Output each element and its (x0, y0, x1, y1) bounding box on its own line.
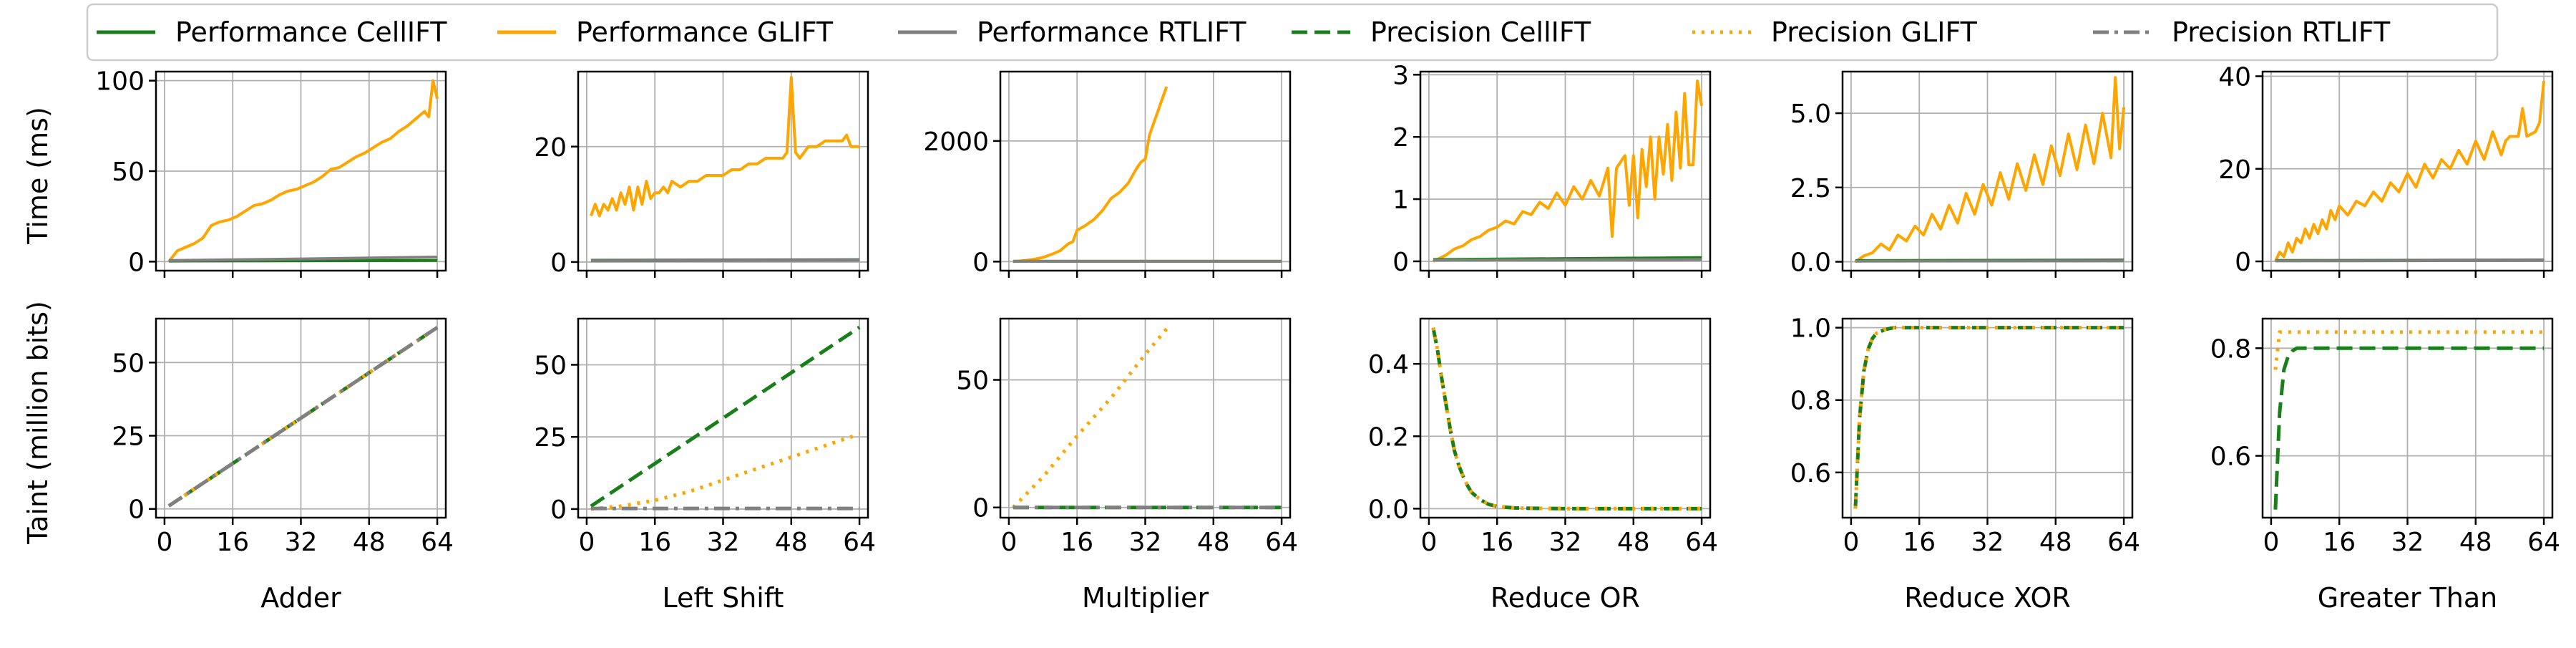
x-axis-label: Left Shift (663, 582, 784, 614)
x-tick-label: 0 (1420, 528, 1437, 557)
x-axis-label: Adder (260, 582, 341, 614)
x-tick-label: 16 (638, 528, 671, 557)
x-tick-label: 48 (775, 528, 808, 557)
x-tick-label: 48 (353, 528, 386, 557)
y-tick-label: 0.8 (2210, 334, 2251, 364)
x-tick-label: 48 (2039, 528, 2072, 557)
y-tick-label: 0.0 (1790, 248, 1831, 278)
series-line (1433, 259, 1702, 260)
x-tick-label: 48 (2459, 528, 2492, 557)
y-tick-label: 0 (1392, 248, 1409, 277)
x-tick-label: 16 (1060, 528, 1093, 557)
y-tick-label: 0.6 (1790, 459, 1831, 488)
y-tick-label: 0 (972, 248, 989, 277)
x-tick-label: 0 (1843, 528, 1859, 557)
x-tick-label: 64 (843, 528, 876, 557)
x-tick-label: 0 (1000, 528, 1017, 557)
y-tick-label: 25 (534, 423, 567, 453)
y-tick-label: 0.0 (1368, 495, 1409, 524)
x-tick-label: 64 (2107, 528, 2140, 557)
y-tick-label: 40 (2218, 62, 2251, 92)
x-tick-label: 32 (1129, 528, 1162, 557)
y-tick-label: 0 (550, 495, 567, 525)
x-axis-label: Reduce XOR (1904, 582, 2071, 614)
y-tick-label: 20 (2218, 155, 2251, 185)
row-label-taint: Taint (million bits) (22, 301, 54, 545)
x-tick-label: 64 (421, 528, 454, 557)
y-tick-label: 50 (112, 158, 145, 187)
x-tick-label: 32 (1549, 528, 1582, 557)
x-axis-label: Multiplier (1082, 582, 1209, 614)
y-tick-label: 0 (550, 248, 567, 278)
x-tick-label: 32 (2391, 528, 2424, 557)
y-tick-label: 50 (112, 349, 145, 378)
y-tick-label: 2.5 (1790, 174, 1831, 203)
x-tick-label: 32 (707, 528, 740, 557)
y-tick-label: 0 (128, 495, 145, 525)
y-tick-label: 100 (95, 67, 145, 97)
x-tick-label: 32 (1971, 528, 2004, 557)
legend-label: Performance GLIFT (576, 16, 834, 48)
x-axis-label: Reduce OR (1491, 582, 1640, 614)
y-tick-label: 1 (1392, 185, 1409, 215)
x-tick-label: 0 (156, 528, 172, 557)
y-tick-label: 50 (956, 367, 989, 396)
y-tick-label: 50 (534, 351, 567, 380)
y-tick-label: 20 (534, 133, 567, 163)
y-tick-label: 5.0 (1790, 100, 1831, 129)
x-tick-label: 16 (2323, 528, 2356, 557)
y-tick-label: 0 (128, 248, 145, 277)
y-tick-label: 0 (2235, 248, 2251, 277)
y-tick-label: 3 (1392, 61, 1409, 90)
x-tick-label: 16 (1480, 528, 1513, 557)
legend-label: Precision GLIFT (1771, 16, 1978, 48)
legend-label: Performance RTLIFT (977, 16, 1246, 48)
legend-label: Precision RTLIFT (2172, 16, 2391, 48)
x-tick-label: 48 (1197, 528, 1230, 557)
x-tick-label: 64 (1265, 528, 1298, 557)
y-tick-label: 0.8 (1790, 387, 1831, 416)
y-tick-label: 2 (1392, 123, 1409, 153)
y-tick-label: 1.0 (1790, 314, 1831, 344)
y-tick-label: 0.2 (1368, 422, 1409, 452)
row-label-time: Time (ms) (22, 107, 54, 245)
y-tick-label: 0 (972, 494, 989, 523)
x-tick-label: 64 (2527, 528, 2560, 557)
y-tick-label: 0.4 (1368, 350, 1409, 379)
x-tick-label: 64 (1685, 528, 1718, 557)
x-tick-label: 0 (578, 528, 595, 557)
x-tick-label: 0 (2263, 528, 2279, 557)
x-tick-label: 16 (216, 528, 249, 557)
x-tick-label: 32 (285, 528, 318, 557)
x-tick-label: 48 (1617, 528, 1650, 557)
legend-label: Precision CellIFT (1370, 16, 1591, 48)
legend: Performance CellIFT Performance GLIFT Perf… (87, 4, 2497, 60)
y-tick-label: 0.6 (2210, 443, 2251, 472)
x-axis-label: Greater Than (2318, 582, 2498, 614)
y-tick-label: 25 (112, 422, 145, 452)
x-tick-label: 16 (1903, 528, 1936, 557)
legend-label: Performance CellIFT (175, 16, 447, 48)
y-tick-label: 2000 (923, 127, 989, 157)
